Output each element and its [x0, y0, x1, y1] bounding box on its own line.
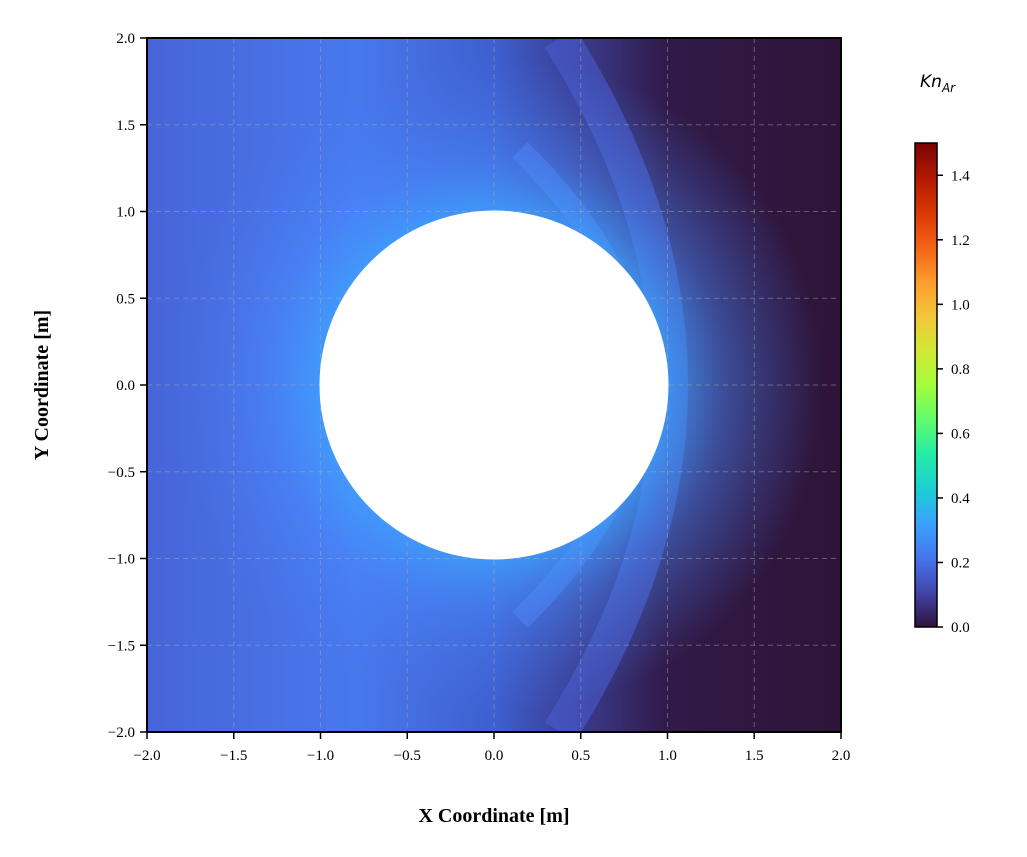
colorbar-tick-label: 0.8 [951, 362, 970, 378]
colorbar-tick-label: 1.2 [951, 233, 970, 249]
x-tick-label: 2.0 [832, 748, 851, 764]
y-axis-ticks: −2.0 −1.5 −1.0 −0.5 0.0 0.5 1.0 1.5 2.0 [108, 31, 147, 741]
y-tick-label: 0.0 [116, 378, 135, 394]
obstacle-circle [319, 210, 669, 560]
y-tick-label: −0.5 [108, 465, 135, 481]
colorbar: 0.0 0.2 0.4 0.6 0.8 1.0 1.2 1.4 KnAr [914, 72, 970, 636]
x-axis-label: X Coordinate [m] [418, 805, 569, 827]
x-axis-ticks: −2.0 −1.5 −1.0 −0.5 0.0 0.5 1.0 1.5 2.0 [133, 732, 850, 764]
y-tick-label: −1.5 [108, 638, 135, 654]
colorbar-title: KnAr [920, 72, 956, 95]
y-tick-label: −1.0 [108, 552, 135, 568]
plot-area [147, 38, 841, 732]
x-tick-label: 1.0 [658, 748, 677, 764]
y-tick-label: −2.0 [108, 725, 135, 741]
y-axis-label: Y Coordinate [m] [31, 310, 53, 460]
x-tick-label: 0.5 [571, 748, 590, 764]
colorbar-tick-label: 0.4 [951, 491, 970, 507]
y-tick-label: 1.0 [116, 205, 135, 221]
y-tick-label: 0.5 [116, 291, 135, 307]
x-tick-label: −0.5 [394, 748, 421, 764]
colorbar-tick-label: 0.6 [951, 426, 970, 442]
colorbar-title-sub: Ar [941, 81, 956, 95]
colorbar-tick-label: 0.2 [951, 555, 970, 571]
colorbar-gradient [914, 142, 938, 628]
colorbar-tick-label: 1.0 [951, 297, 970, 313]
colorbar-title-main: Kn [920, 72, 942, 92]
x-tick-label: −1.0 [307, 748, 334, 764]
y-tick-label: 2.0 [116, 31, 135, 47]
x-tick-label: −2.0 [133, 748, 160, 764]
colorbar-tick-label: 1.4 [951, 168, 970, 184]
colorbar-ticks: 0.0 0.2 0.4 0.6 0.8 1.0 1.2 1.4 [937, 168, 970, 636]
x-tick-label: 1.5 [745, 748, 764, 764]
y-tick-label: 1.5 [116, 118, 135, 134]
x-tick-label: −1.5 [220, 748, 247, 764]
x-tick-label: 0.0 [485, 748, 504, 764]
colorbar-tick-label: 0.0 [951, 620, 970, 636]
